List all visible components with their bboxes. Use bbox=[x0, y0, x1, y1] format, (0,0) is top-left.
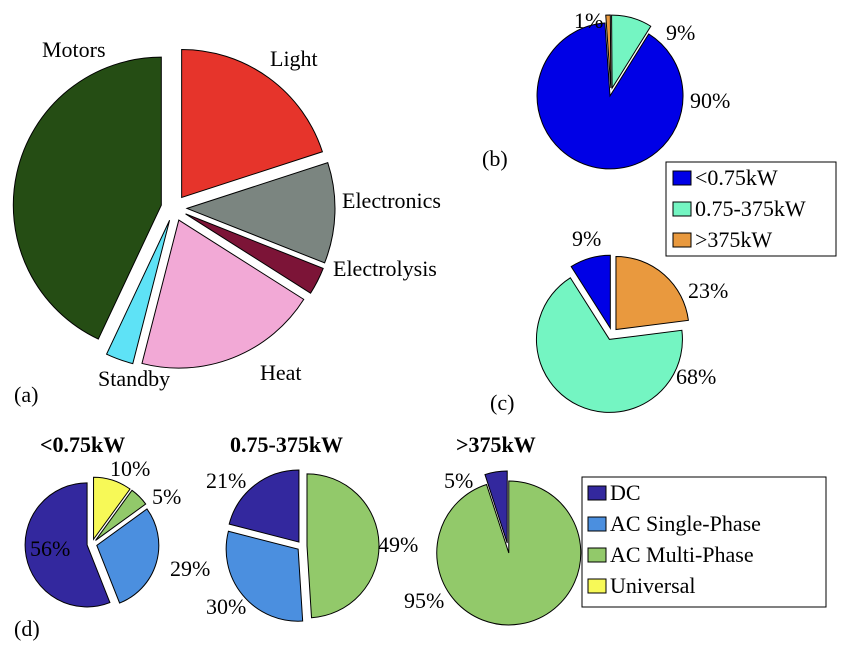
pie-slice-d2-1 bbox=[225, 530, 304, 622]
pie-slice-a-1 bbox=[185, 162, 336, 264]
legend-item-current-1: AC Single-Phase bbox=[610, 511, 761, 536]
pie-slice-a-3 bbox=[141, 219, 305, 369]
panel-label-c: (c) bbox=[490, 390, 514, 415]
slice-label-a-2: Electrolysis bbox=[333, 256, 437, 281]
legend-swatch-current-0 bbox=[587, 485, 607, 501]
legend-item-power-1: 0.75-375kW bbox=[695, 196, 806, 221]
slice-label-d2-0: 49% bbox=[378, 532, 418, 557]
legend-swatch-current-2 bbox=[587, 547, 607, 563]
legend-power: <0.75kW 0.75-375kW >375kW bbox=[665, 161, 837, 257]
panel-label-d: (d) bbox=[14, 616, 40, 641]
pie-slice-a-0 bbox=[181, 48, 324, 199]
slice-label-d2-2: 21% bbox=[206, 468, 246, 493]
slice-label-a-3: Heat bbox=[260, 360, 302, 385]
legend-current: DC AC Single-Phase AC Multi-Phase Univer… bbox=[581, 476, 827, 608]
chart-title-d2: 0.75-375kW bbox=[230, 432, 343, 457]
pie-slice-a-4 bbox=[105, 220, 171, 365]
pie-slice-b-0 bbox=[605, 14, 612, 89]
pie-slice-c-1 bbox=[535, 277, 683, 413]
legend-item-current-3: Universal bbox=[610, 573, 696, 598]
slice-label-b-0: 1% bbox=[574, 8, 603, 33]
chart-title-d3: >375kW bbox=[456, 432, 536, 457]
legend-swatch-current-3 bbox=[587, 578, 607, 594]
slice-label-d2-1: 30% bbox=[206, 594, 246, 619]
chart-title-d1: <0.75kW bbox=[40, 432, 125, 457]
legend-item-current-0: DC bbox=[610, 480, 641, 505]
pie-slice-b-1 bbox=[611, 14, 652, 90]
pie-slice-a-5 bbox=[12, 56, 162, 340]
slice-label-c-1: 68% bbox=[676, 364, 716, 389]
panel-label-b: (b) bbox=[482, 146, 508, 171]
pie-slice-d1-0 bbox=[93, 476, 131, 541]
slice-label-c-0: 23% bbox=[688, 278, 728, 303]
pie-slice-d3-1 bbox=[484, 470, 508, 544]
slice-label-d3-0: 95% bbox=[404, 588, 444, 613]
legend-swatch-power-2 bbox=[672, 232, 692, 248]
pie-slice-d1-1 bbox=[95, 489, 147, 541]
legend-swatch-power-0 bbox=[672, 170, 692, 186]
legend-swatch-current-1 bbox=[587, 516, 607, 532]
pie-slice-b-2 bbox=[536, 22, 684, 170]
pie-slice-d2-0 bbox=[306, 473, 380, 619]
slice-label-a-4: Standby bbox=[98, 366, 170, 391]
slice-label-d1-0: 10% bbox=[110, 456, 150, 481]
pie-slice-d3-0 bbox=[436, 480, 582, 626]
slice-label-d1-3: 56% bbox=[30, 536, 70, 561]
slice-label-d1-1: 5% bbox=[152, 484, 181, 509]
pie-slice-c-2 bbox=[570, 254, 611, 330]
slice-label-d1-2: 29% bbox=[170, 556, 210, 581]
panel-label-a: (a) bbox=[14, 382, 38, 407]
slice-label-a-1: Electronics bbox=[342, 188, 441, 213]
slice-label-a-0: Light bbox=[270, 46, 318, 71]
pie-slice-a-2 bbox=[185, 213, 324, 294]
legend-item-power-2: >375kW bbox=[695, 227, 772, 252]
slice-label-c-2: 9% bbox=[572, 226, 601, 251]
slice-label-b-1: 9% bbox=[666, 20, 695, 45]
legend-swatch-power-1 bbox=[672, 201, 692, 217]
legend-item-current-2: AC Multi-Phase bbox=[610, 542, 754, 567]
legend-item-power-0: <0.75kW bbox=[695, 165, 778, 190]
pie-slice-d2-2 bbox=[228, 469, 300, 543]
pie-slice-d1-3 bbox=[24, 482, 111, 608]
slice-label-a-5: Motors bbox=[42, 37, 106, 62]
slice-label-d3-1: 5% bbox=[444, 468, 473, 493]
pie-slice-c-0 bbox=[615, 255, 689, 331]
pie-slice-d1-2 bbox=[96, 508, 160, 604]
slice-label-b-2: 90% bbox=[690, 88, 730, 113]
